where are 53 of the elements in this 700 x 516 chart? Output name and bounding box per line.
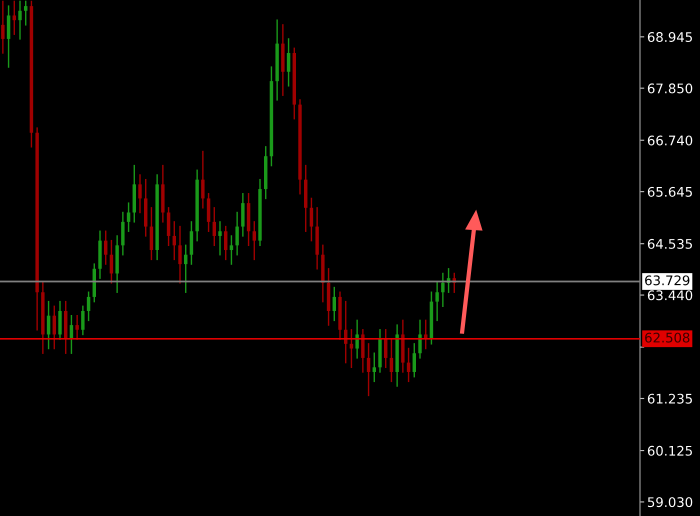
- candlestick: [435, 282, 439, 322]
- candlestick: [121, 212, 125, 256]
- candlestick: [70, 315, 74, 354]
- ref-line-label: 63.729: [645, 275, 690, 286]
- y-tick-label: 63.440: [648, 290, 692, 300]
- candlestick: [184, 244, 188, 293]
- candlestick: [1, 0, 5, 54]
- candlestick: [390, 338, 394, 382]
- candlestick: [310, 198, 314, 242]
- candlestick: [412, 343, 416, 378]
- candlestick: [190, 221, 194, 265]
- candlestick: [212, 207, 216, 246]
- candlestick: [81, 306, 85, 336]
- candlestick: [224, 226, 228, 260]
- candlestick: [6, 5, 10, 68]
- candlestick: [344, 300, 348, 364]
- y-tick-label: 59.030: [648, 497, 692, 508]
- candlestick: [384, 329, 388, 368]
- candlestick: [52, 306, 56, 350]
- candlestick: [406, 348, 410, 382]
- candlestick: [441, 272, 445, 308]
- candlestick: [372, 352, 376, 382]
- candlestick: [206, 193, 210, 232]
- candlestick: [201, 150, 205, 208]
- candlestick: [86, 292, 90, 322]
- y-tick-label: 64.535: [648, 238, 692, 249]
- y-tick-label: 65.645: [648, 186, 692, 197]
- y-tick-label: 61.235: [648, 394, 692, 404]
- candlestick: [24, 0, 28, 26]
- candlestick: [126, 202, 130, 232]
- candlestick: [252, 221, 256, 260]
- candlestick: [350, 329, 354, 368]
- candlestick: [150, 207, 154, 260]
- candlestick: [104, 230, 108, 265]
- candlestick: [366, 343, 370, 396]
- ref-line-label: 62.508: [645, 332, 690, 343]
- candlestick: [355, 320, 359, 359]
- candlestick: [235, 212, 239, 256]
- candlestick: [110, 240, 114, 284]
- candlestick: [361, 329, 365, 373]
- candlestick: [241, 193, 245, 237]
- candlestick: [286, 38, 290, 87]
- candlestick: [230, 235, 234, 265]
- y-tick-label: 68.945: [648, 32, 692, 42]
- candlestick: [172, 221, 176, 260]
- y-tick-label: 66.740: [648, 135, 692, 146]
- y-tick-label: 67.850: [648, 83, 692, 94]
- candlestick: [332, 286, 336, 322]
- candlestick: [166, 207, 170, 246]
- candlestick: [75, 315, 79, 340]
- candlestick: [12, 0, 16, 35]
- candlestick: [46, 300, 50, 350]
- y-tick-label: 60.125: [648, 446, 692, 456]
